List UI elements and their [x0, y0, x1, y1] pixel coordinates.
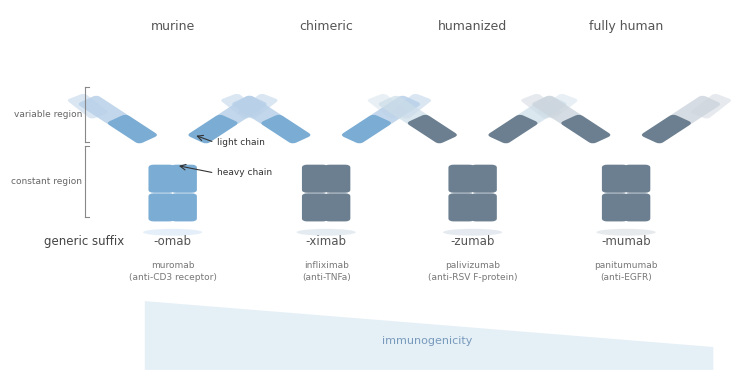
FancyBboxPatch shape: [171, 193, 197, 222]
Text: palivizumab
(anti-RSV F-protein): palivizumab (anti-RSV F-protein): [428, 261, 517, 282]
FancyBboxPatch shape: [302, 165, 328, 193]
Text: constant region: constant region: [11, 177, 82, 186]
FancyBboxPatch shape: [471, 193, 497, 222]
Text: light chain: light chain: [217, 138, 265, 147]
Text: generic suffix: generic suffix: [43, 235, 124, 248]
Text: -ximab: -ximab: [306, 235, 346, 248]
Ellipse shape: [443, 229, 503, 236]
FancyBboxPatch shape: [302, 193, 328, 222]
Text: panitumumab
(anti-EGFR): panitumumab (anti-EGFR): [594, 261, 658, 282]
FancyBboxPatch shape: [148, 193, 175, 222]
FancyBboxPatch shape: [671, 96, 720, 124]
FancyBboxPatch shape: [537, 94, 578, 119]
FancyBboxPatch shape: [624, 165, 650, 193]
Ellipse shape: [143, 229, 203, 236]
Text: murine: murine: [150, 20, 195, 33]
FancyBboxPatch shape: [68, 94, 108, 119]
Text: -mumab: -mumab: [601, 235, 651, 248]
FancyBboxPatch shape: [171, 165, 197, 193]
FancyBboxPatch shape: [342, 115, 391, 144]
FancyBboxPatch shape: [108, 115, 157, 144]
Text: muromab
(anti-CD3 receptor): muromab (anti-CD3 receptor): [129, 261, 217, 282]
FancyBboxPatch shape: [691, 94, 731, 119]
Text: fully human: fully human: [589, 20, 663, 33]
Ellipse shape: [296, 229, 356, 236]
Text: infliximab
(anti-TNFa): infliximab (anti-TNFa): [301, 261, 351, 282]
Text: humanized: humanized: [438, 20, 507, 33]
FancyBboxPatch shape: [217, 96, 267, 124]
Text: variable region: variable region: [13, 110, 82, 119]
FancyBboxPatch shape: [602, 165, 628, 193]
FancyBboxPatch shape: [148, 165, 175, 193]
FancyBboxPatch shape: [221, 94, 262, 119]
FancyBboxPatch shape: [521, 94, 561, 119]
FancyBboxPatch shape: [79, 96, 128, 124]
Text: immunogenicity: immunogenicity: [382, 336, 472, 346]
Text: chimeric: chimeric: [299, 20, 353, 33]
FancyBboxPatch shape: [624, 193, 650, 222]
FancyBboxPatch shape: [261, 115, 310, 144]
FancyBboxPatch shape: [371, 96, 420, 124]
FancyBboxPatch shape: [189, 115, 237, 144]
Text: heavy chain: heavy chain: [217, 168, 272, 177]
Text: -zumab: -zumab: [450, 235, 495, 248]
FancyBboxPatch shape: [391, 94, 431, 119]
Text: -omab: -omab: [154, 235, 192, 248]
FancyBboxPatch shape: [368, 94, 408, 119]
FancyBboxPatch shape: [489, 115, 537, 144]
FancyBboxPatch shape: [448, 193, 475, 222]
FancyBboxPatch shape: [642, 115, 691, 144]
FancyBboxPatch shape: [408, 115, 457, 144]
FancyBboxPatch shape: [448, 165, 475, 193]
FancyBboxPatch shape: [602, 193, 628, 222]
FancyBboxPatch shape: [517, 96, 567, 124]
FancyBboxPatch shape: [324, 165, 350, 193]
FancyBboxPatch shape: [561, 115, 610, 144]
FancyBboxPatch shape: [532, 96, 581, 124]
FancyBboxPatch shape: [379, 96, 427, 124]
FancyBboxPatch shape: [324, 193, 350, 222]
Polygon shape: [144, 301, 713, 370]
FancyBboxPatch shape: [471, 165, 497, 193]
FancyBboxPatch shape: [237, 94, 278, 119]
FancyBboxPatch shape: [232, 96, 282, 124]
Ellipse shape: [596, 229, 656, 236]
